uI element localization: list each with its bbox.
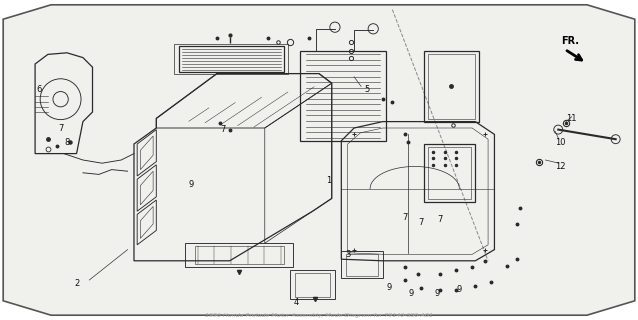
Text: 4: 4 — [294, 298, 299, 307]
Text: 9: 9 — [387, 284, 392, 292]
Bar — [341, 251, 383, 278]
Bar — [424, 51, 478, 122]
Bar — [428, 54, 475, 119]
Text: 6: 6 — [37, 85, 42, 94]
Text: 10: 10 — [555, 138, 565, 147]
Text: 9: 9 — [189, 180, 194, 188]
Text: 9: 9 — [409, 289, 414, 298]
Bar — [295, 273, 330, 297]
Text: 7: 7 — [438, 215, 443, 224]
Bar — [290, 270, 335, 299]
Text: 1996 Honda Prelude Motor Assembly, Mode Diagram for 79140-SS0-A01: 1996 Honda Prelude Motor Assembly, Mode … — [205, 313, 433, 318]
Text: 9: 9 — [457, 285, 462, 294]
Text: 3: 3 — [345, 250, 350, 259]
Text: 9: 9 — [434, 289, 440, 298]
Bar — [346, 254, 378, 276]
Text: 8: 8 — [64, 138, 70, 147]
Bar — [300, 51, 386, 141]
Text: 7: 7 — [403, 213, 408, 222]
Text: 11: 11 — [567, 114, 577, 123]
Text: 1: 1 — [326, 176, 331, 185]
Bar — [428, 147, 471, 199]
Polygon shape — [3, 5, 635, 315]
Text: 12: 12 — [555, 162, 565, 171]
Text: 2: 2 — [74, 279, 79, 288]
Text: FR.: FR. — [561, 36, 579, 46]
Bar — [424, 144, 475, 202]
Text: 5: 5 — [364, 85, 369, 94]
Text: 7: 7 — [419, 218, 424, 227]
Text: 7: 7 — [58, 124, 63, 132]
Text: 7: 7 — [221, 125, 226, 134]
